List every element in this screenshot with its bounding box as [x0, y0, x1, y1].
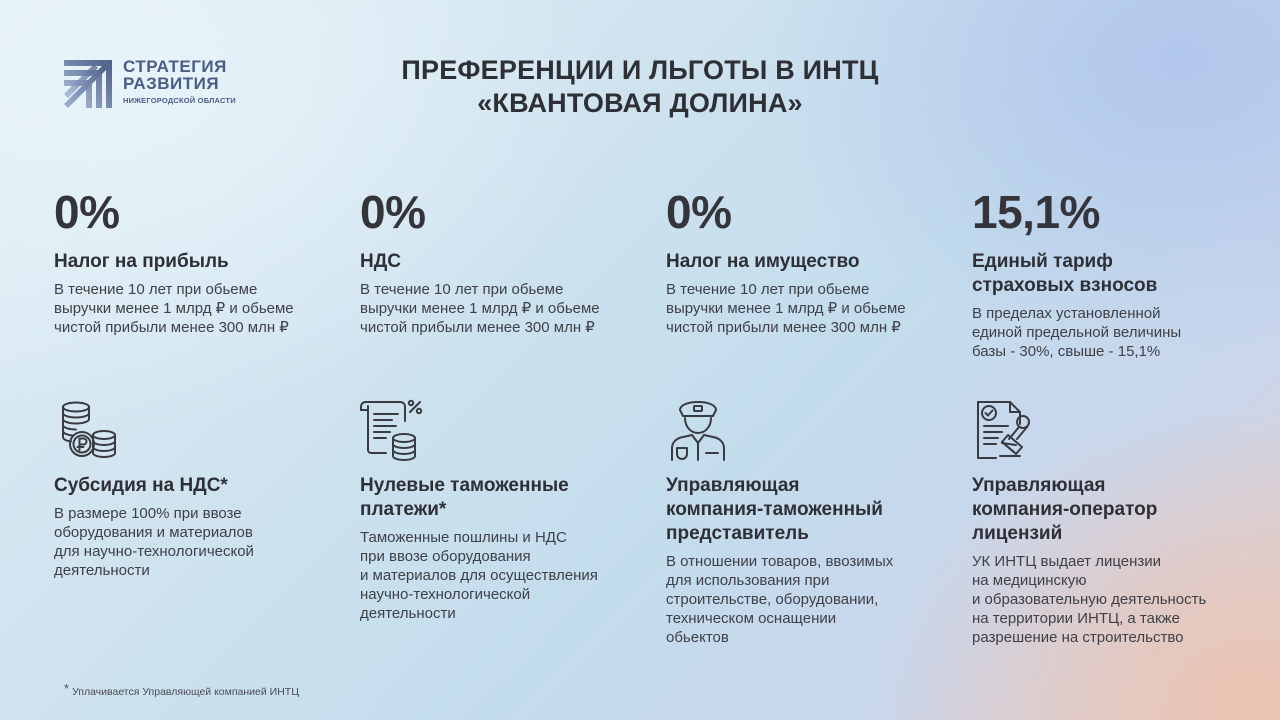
- rate-card-profit-tax: 0% Налог на прибыль В течение 10 лет при…: [54, 187, 334, 337]
- rate-value: 0%: [54, 186, 120, 238]
- rate-card-property-tax: 0% Налог на имущество В течение 10 лет п…: [666, 187, 946, 337]
- footnote: * Уплачивается Управляющей компанией ИНТЦ: [64, 681, 299, 698]
- rate-title: Налог на прибыль: [54, 251, 229, 272]
- page-title-line-2: «КВАНТОВАЯ ДОЛИНА»: [477, 88, 803, 118]
- logo-line-3: НИЖЕГОРОДСКОЙ ОБЛАСТИ: [123, 96, 236, 105]
- benefit-card-vat-subsidy: Субсидия на НДС* В размере 100% при ввоз…: [54, 398, 334, 580]
- rate-description: В течение 10 лет при обьеме выручки мене…: [54, 281, 294, 336]
- rate-title: НДС: [360, 251, 401, 272]
- footnote-star: *: [64, 681, 70, 696]
- coins-ruble-icon: [54, 398, 118, 462]
- rate-card-insurance: 15,1% Единый тариф страховых взносов В п…: [972, 187, 1252, 361]
- benefit-card-zero-customs: Нулевые таможенные платежи* Таможенные п…: [360, 398, 640, 623]
- footnote-text: Уплачивается Управляющей компанией ИНТЦ: [72, 686, 299, 698]
- rate-value: 15,1%: [972, 186, 1100, 238]
- benefit-title: Управляющая компания-оператор лицензий: [972, 475, 1158, 544]
- logo-line-1: СТРАТЕГИЯ: [123, 57, 227, 76]
- rate-value: 0%: [360, 186, 426, 238]
- benefit-title: Нулевые таможенные платежи*: [360, 475, 569, 520]
- customs-officer-icon: [666, 398, 730, 462]
- page-title-line-1: ПРЕФЕРЕНЦИИ И ЛЬГОТЫ В ИНТЦ: [401, 55, 879, 85]
- benefit-description: Таможенные пошлины и НДС при ввозе обору…: [360, 529, 598, 622]
- document-percent-icon: [360, 398, 424, 462]
- rate-title: Единый тариф страховых взносов: [972, 251, 1158, 296]
- benefit-card-license-operator: Управляющая компания-оператор лицензий У…: [972, 398, 1252, 647]
- page-title: ПРЕФЕРЕНЦИИ И ЛЬГОТЫ В ИНТЦ «КВАНТОВАЯ Д…: [340, 54, 940, 120]
- logo-line-2: РАЗВИТИЯ: [123, 74, 220, 93]
- benefit-description: УК ИНТЦ выдает лицензии на медицинскую и…: [972, 553, 1207, 646]
- rate-card-vat: 0% НДС В течение 10 лет при обьеме выруч…: [360, 187, 640, 337]
- benefit-description: В отношении товаров, ввозимых для исполь…: [666, 553, 894, 646]
- rate-description: В пределах установленной единой предельн…: [972, 305, 1182, 360]
- rate-value: 0%: [666, 186, 732, 238]
- logo-arrows-icon: [64, 60, 112, 108]
- benefit-title: Управляющая компания-таможенный представ…: [666, 475, 883, 544]
- benefit-title: Субсидия на НДС*: [54, 475, 228, 496]
- benefit-card-customs-representative: Управляющая компания-таможенный представ…: [666, 398, 946, 647]
- logo: СТРАТЕГИЯ РАЗВИТИЯ НИЖЕГОРОДСКОЙ ОБЛАСТИ: [62, 58, 236, 110]
- rate-description: В течение 10 лет при обьеме выручки мене…: [360, 281, 600, 336]
- license-stamp-icon: [972, 398, 1036, 462]
- benefit-description: В размере 100% при ввозе оборудования и …: [54, 505, 254, 579]
- rate-description: В течение 10 лет при обьеме выручки мене…: [666, 281, 906, 336]
- rate-title: Налог на имущество: [666, 251, 860, 272]
